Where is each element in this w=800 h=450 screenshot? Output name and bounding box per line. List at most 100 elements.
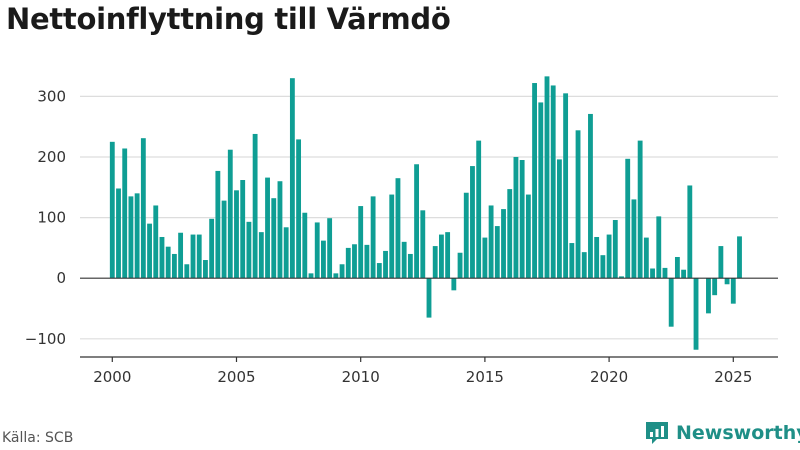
- bar: [569, 243, 575, 279]
- bar: [358, 206, 364, 279]
- bar: [227, 149, 233, 279]
- bar: [631, 199, 637, 279]
- bar: [532, 83, 537, 279]
- bar: [668, 278, 674, 327]
- bar: [184, 264, 190, 279]
- bar: [519, 160, 525, 279]
- bar: [507, 189, 513, 279]
- bar: [730, 278, 736, 304]
- bar: [389, 194, 395, 279]
- bar: [203, 260, 208, 279]
- y-tick-label: 300: [37, 87, 66, 105]
- bar: [482, 237, 488, 279]
- bar: [314, 222, 320, 279]
- bar: [171, 253, 177, 279]
- bar: [513, 156, 519, 279]
- y-tick-label: −100: [25, 330, 66, 348]
- x-tick-label: 2020: [590, 368, 628, 386]
- bar: [414, 164, 420, 279]
- bar: [470, 166, 475, 279]
- x-tick-label: 2005: [217, 368, 255, 386]
- bar: [501, 209, 506, 279]
- bar: [619, 276, 624, 279]
- bar: [724, 278, 730, 285]
- bar: [327, 218, 333, 279]
- bar: [563, 93, 569, 279]
- source-note: Källa: SCB: [2, 430, 74, 446]
- bars: [109, 76, 742, 350]
- bar: [643, 237, 649, 279]
- bar: [302, 212, 308, 279]
- bar: [544, 76, 550, 279]
- bar: [196, 234, 202, 279]
- bar: [488, 205, 494, 279]
- bar: [234, 190, 239, 279]
- bar: [457, 252, 463, 279]
- bar: [588, 113, 593, 279]
- bar: [308, 273, 314, 279]
- bar: [376, 263, 382, 279]
- bar: [395, 178, 401, 279]
- bar: [438, 234, 444, 279]
- newsworthy-logo-icon: [646, 422, 668, 444]
- axes: 300 200 100 0 −100 2000 2005 2010 2015 2020 2025: [25, 87, 778, 386]
- bar: [271, 198, 277, 279]
- bar: [383, 250, 388, 279]
- y-tick-label: 0: [56, 269, 66, 287]
- bar: [296, 139, 302, 279]
- bar: [116, 188, 121, 279]
- bar: [258, 232, 264, 279]
- bar: [401, 241, 407, 279]
- bar: [209, 218, 215, 279]
- bar: [289, 78, 295, 279]
- bar: [594, 236, 600, 279]
- bar: [265, 177, 270, 279]
- chart-title: Nettoinflyttning till Värmdö: [6, 2, 451, 36]
- bar: [339, 264, 345, 279]
- bar: [128, 196, 134, 279]
- bar: [693, 278, 699, 350]
- bar: [153, 205, 159, 279]
- bar: [706, 278, 711, 314]
- bar: [606, 234, 612, 279]
- newsworthy-logo[interactable]: Newsworthy: [644, 420, 800, 446]
- bar: [538, 102, 544, 279]
- bar: [451, 278, 457, 291]
- bar: [165, 246, 171, 279]
- bar: [252, 133, 258, 279]
- bar: [426, 278, 432, 318]
- bar: [333, 273, 339, 279]
- bar: [650, 268, 655, 279]
- bar: [662, 267, 668, 279]
- x-tick-label: 2010: [342, 368, 380, 386]
- bar: [190, 234, 196, 279]
- bar: [109, 141, 115, 279]
- bar: [712, 278, 718, 296]
- bar: [445, 232, 451, 279]
- bar: [277, 181, 283, 279]
- bar: [476, 140, 482, 279]
- bar: [612, 220, 618, 279]
- bar: [178, 232, 184, 279]
- bar: [370, 196, 376, 279]
- bar: [637, 140, 643, 279]
- bar: [718, 246, 724, 279]
- bar: [215, 170, 221, 279]
- bar: [674, 256, 680, 279]
- bar: [737, 236, 742, 279]
- bar: [525, 194, 531, 279]
- bar: [352, 244, 357, 279]
- y-tick-label: 100: [37, 209, 66, 227]
- bar: [432, 246, 438, 279]
- bar: [600, 255, 606, 279]
- bar: [159, 236, 165, 279]
- x-tick-label: 2025: [714, 368, 752, 386]
- bar: [122, 148, 128, 279]
- x-tick-label: 2000: [93, 368, 131, 386]
- bar: [581, 252, 587, 279]
- brand-name: Newsworthy: [676, 422, 800, 444]
- bar: [321, 240, 326, 279]
- bar: [407, 253, 413, 279]
- bar: [134, 193, 140, 279]
